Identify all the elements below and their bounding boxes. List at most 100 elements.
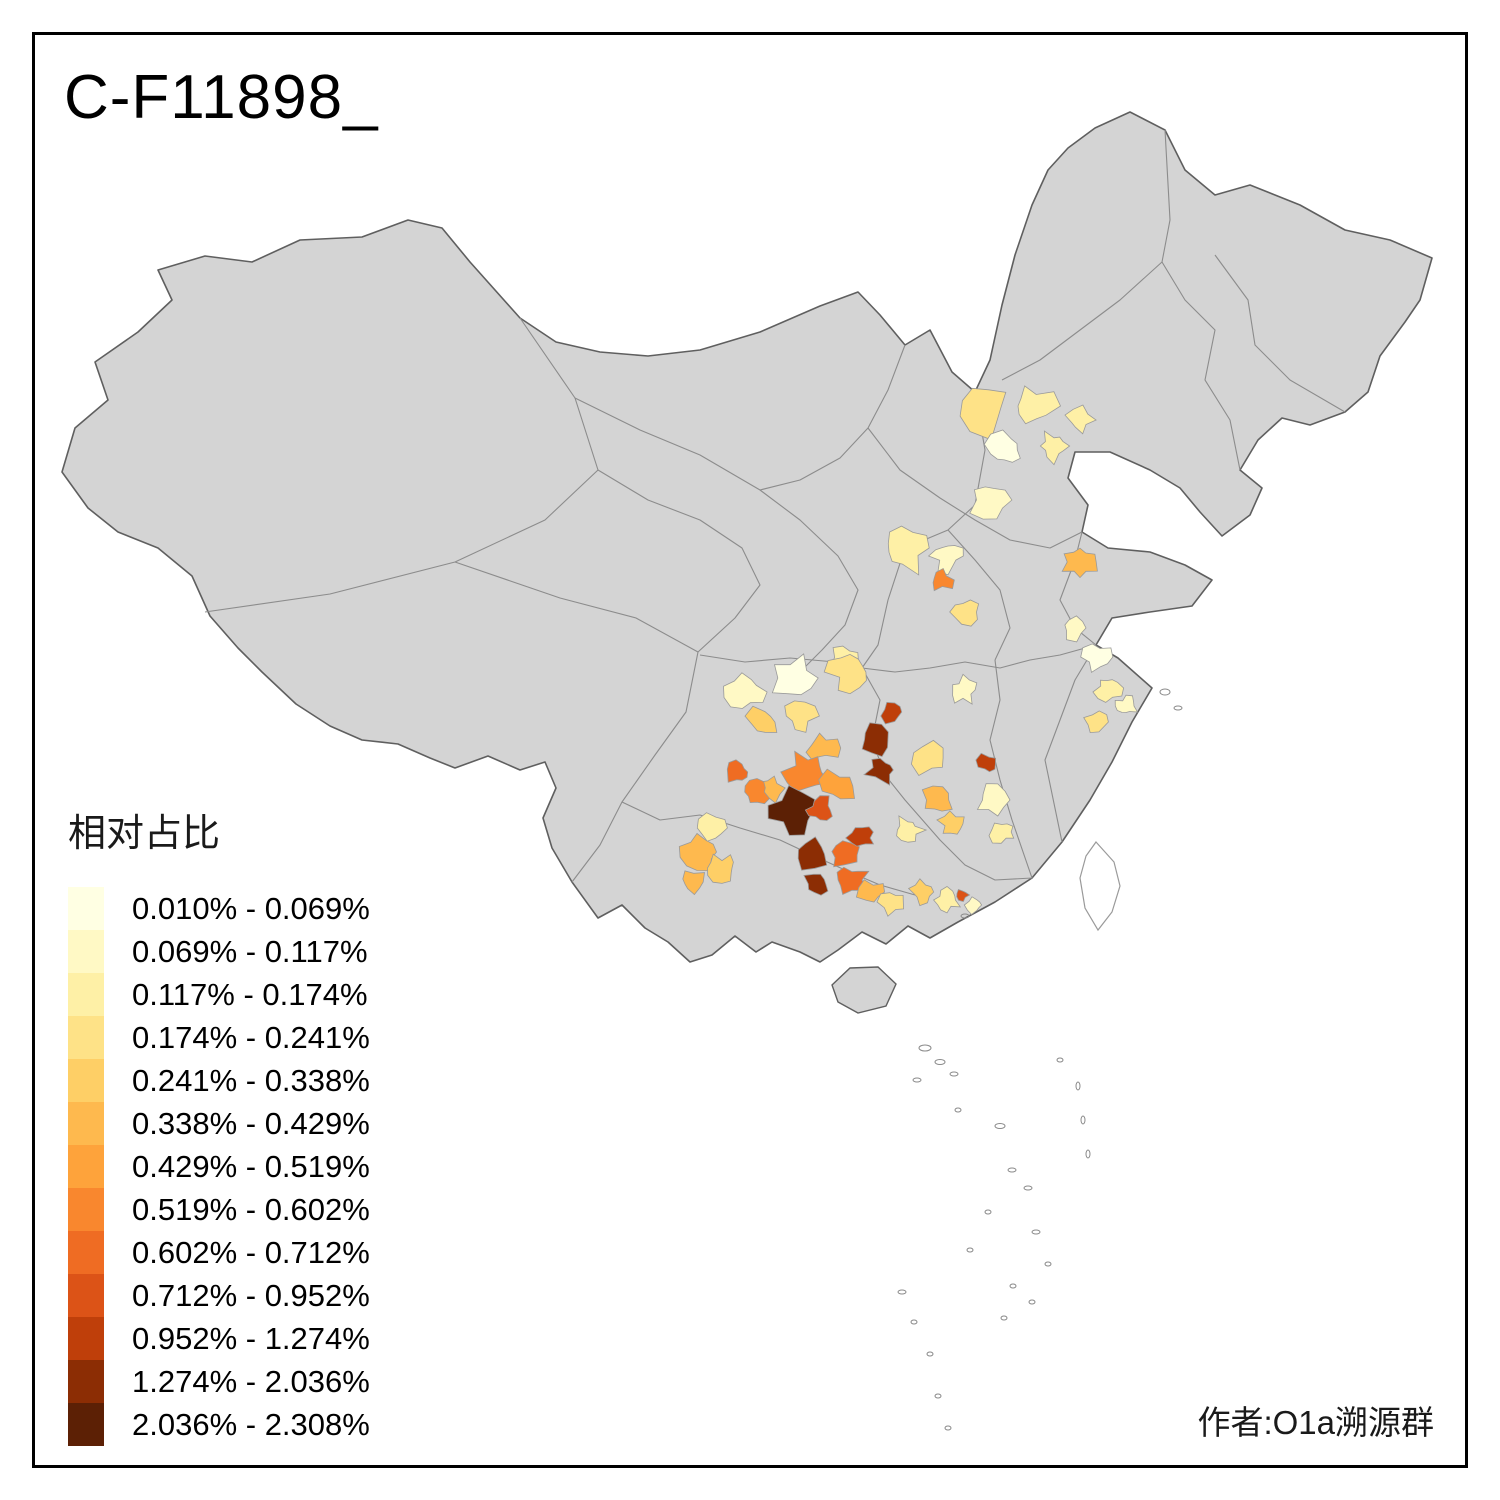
legend-row: 0.069% - 0.117% bbox=[68, 930, 370, 973]
legend-swatch bbox=[68, 1403, 104, 1446]
sea-islet bbox=[910, 1319, 918, 1325]
map-region bbox=[818, 768, 855, 800]
legend-title: 相对占比 bbox=[68, 813, 221, 855]
province-border-line bbox=[454, 561, 699, 883]
taiwan-island bbox=[1079, 841, 1121, 932]
mainland-outline bbox=[61, 111, 1433, 963]
legend-label: 0.338% - 0.429% bbox=[132, 1105, 370, 1141]
legend-label: 0.241% - 0.338% bbox=[132, 1062, 370, 1098]
legend-swatch bbox=[68, 1317, 104, 1360]
map-region bbox=[726, 759, 749, 783]
legend-row: 0.712% - 0.952% bbox=[68, 1274, 370, 1317]
sea-islet bbox=[954, 1107, 962, 1113]
legend-label: 0.519% - 0.602% bbox=[132, 1191, 370, 1227]
map-region bbox=[823, 653, 867, 695]
map-region bbox=[1061, 547, 1098, 579]
sea-islet bbox=[984, 1209, 992, 1215]
map-region bbox=[896, 815, 928, 843]
map-region bbox=[771, 653, 819, 696]
map-region bbox=[804, 795, 833, 821]
map-region bbox=[936, 810, 965, 835]
map-region bbox=[880, 701, 903, 725]
sea-islet bbox=[1007, 1167, 1017, 1173]
legend-label: 0.069% - 0.117% bbox=[132, 933, 368, 969]
islet bbox=[1159, 688, 1171, 696]
map-region bbox=[921, 785, 953, 812]
sea-islet bbox=[1044, 1261, 1052, 1267]
province-border-line bbox=[867, 427, 1083, 549]
legend: 相对占比 0.010% - 0.069% 0.069% - 0.117% 0.1… bbox=[68, 802, 370, 1446]
map-region bbox=[952, 673, 978, 705]
sea-islet bbox=[1028, 1299, 1036, 1305]
map-region bbox=[1017, 385, 1062, 425]
map-region bbox=[767, 785, 816, 836]
legend-swatch bbox=[68, 930, 104, 973]
sea-islet bbox=[912, 1077, 922, 1083]
islet bbox=[1173, 705, 1183, 711]
sea-islet bbox=[934, 1393, 942, 1399]
legend-swatch bbox=[68, 1059, 104, 1102]
legend-swatch bbox=[68, 1145, 104, 1188]
province-border-line bbox=[1001, 129, 1171, 381]
legend-swatch bbox=[68, 1188, 104, 1231]
legend-row: 0.602% - 0.712% bbox=[68, 1231, 370, 1274]
map-region bbox=[907, 878, 935, 907]
map-region bbox=[723, 672, 768, 709]
map-regions-layer bbox=[678, 385, 1139, 917]
map-region bbox=[963, 896, 983, 916]
province-border-line bbox=[621, 801, 916, 896]
legend-swatch bbox=[68, 1102, 104, 1145]
map-region bbox=[803, 873, 829, 896]
province-border-line bbox=[574, 397, 859, 673]
map-region bbox=[976, 783, 1011, 817]
sea-islet bbox=[994, 1123, 1006, 1129]
legend-row: 0.174% - 0.241% bbox=[68, 1016, 370, 1059]
legend-label: 0.602% - 0.712% bbox=[132, 1234, 370, 1270]
sea-islet bbox=[1085, 1149, 1091, 1159]
legend-row: 0.338% - 0.429% bbox=[68, 1102, 370, 1145]
legend-swatch bbox=[68, 973, 104, 1016]
map-region bbox=[949, 599, 980, 627]
map-region bbox=[887, 525, 930, 576]
province-border-line bbox=[699, 644, 1097, 673]
map-region bbox=[932, 567, 955, 592]
sea-islet bbox=[949, 1071, 959, 1077]
map-region bbox=[1114, 694, 1139, 713]
sea-islet bbox=[897, 1289, 907, 1295]
legend-label: 0.117% - 0.174% bbox=[132, 976, 368, 1012]
province-border-line bbox=[861, 667, 1033, 881]
map-region bbox=[1092, 679, 1125, 703]
south-china-sea-islands bbox=[897, 1044, 1091, 1431]
map-region bbox=[932, 886, 962, 914]
sea-islet bbox=[1023, 1185, 1033, 1191]
legend-row: 0.429% - 0.519% bbox=[68, 1145, 370, 1188]
map-region bbox=[845, 826, 875, 847]
legend-swatch bbox=[68, 1016, 104, 1059]
sea-islet bbox=[1009, 1283, 1017, 1289]
legend-swatch bbox=[68, 1231, 104, 1274]
legend-label: 0.952% - 1.274% bbox=[132, 1320, 370, 1356]
legend-label: 0.174% - 0.241% bbox=[132, 1019, 370, 1055]
map-region bbox=[969, 486, 1013, 520]
province-border-line bbox=[861, 547, 906, 669]
map-region bbox=[1064, 404, 1097, 435]
map-region bbox=[744, 705, 778, 733]
sea-islet bbox=[966, 1247, 974, 1253]
map-region bbox=[910, 739, 944, 777]
legend-row: 0.519% - 0.602% bbox=[68, 1188, 370, 1231]
legend-label: 1.274% - 2.036% bbox=[132, 1363, 370, 1399]
legend-label: 2.036% - 2.308% bbox=[132, 1406, 370, 1442]
sea-islet bbox=[1075, 1081, 1081, 1091]
legend-label: 0.712% - 0.952% bbox=[132, 1277, 370, 1313]
author-credit: 作者:O1a溯源群 bbox=[1197, 1404, 1434, 1441]
map-region bbox=[1039, 430, 1071, 466]
sea-islet bbox=[1080, 1115, 1086, 1125]
map-region bbox=[855, 879, 886, 903]
map-region bbox=[797, 836, 828, 871]
province-border-line bbox=[947, 529, 1011, 661]
sea-islet bbox=[1031, 1229, 1041, 1235]
map-region bbox=[696, 812, 728, 842]
map-region bbox=[784, 700, 820, 733]
china-mainland-shape bbox=[61, 111, 1433, 963]
